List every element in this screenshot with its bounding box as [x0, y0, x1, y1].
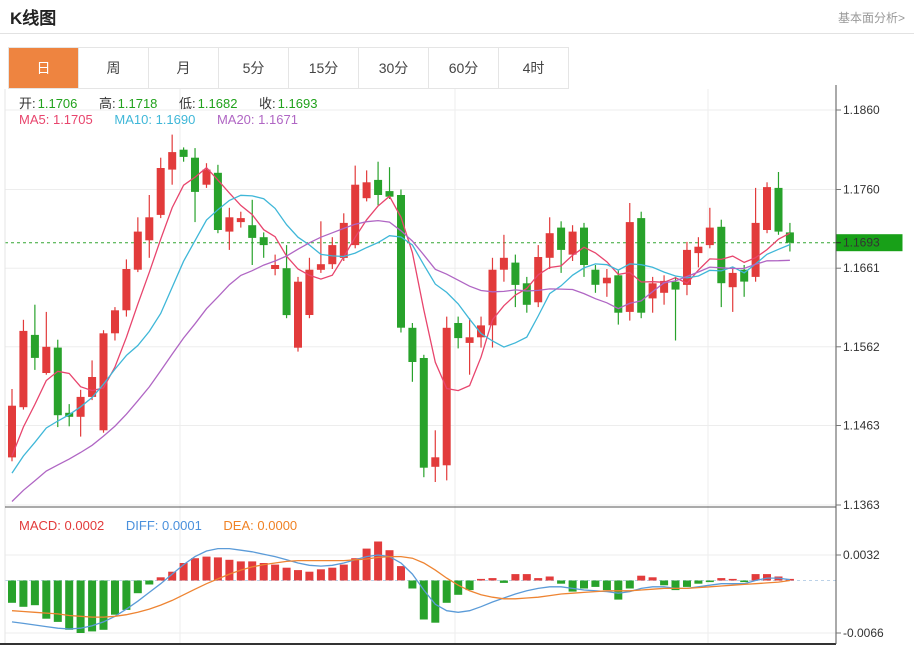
ma5-legend: MA5: 1.1705 — [19, 112, 93, 127]
current-price-badge: 1.1693 — [836, 234, 903, 252]
fundamental-analysis-link[interactable]: 基本面分析> — [837, 11, 905, 25]
tab-30min[interactable]: 30分 — [358, 48, 428, 88]
diff-value: DIFF: 0.0001 — [125, 518, 202, 533]
macd-axis-labels: 0.0032 -0.0066 — [836, 548, 884, 640]
dea-line — [11, 555, 790, 618]
price-axis-labels: 1.1860 1.1760 1.1661 1.1562 1.1463 1.1363 — [836, 103, 880, 512]
diff-line — [11, 547, 790, 630]
grid-layer — [5, 89, 836, 644]
tab-60min[interactable]: 60分 — [428, 48, 498, 88]
ma10-line — [11, 194, 791, 474]
svg-text:1.1661: 1.1661 — [843, 261, 880, 275]
macd-histogram — [8, 541, 794, 633]
svg-text:1.1562: 1.1562 — [843, 340, 880, 354]
tab-week[interactable]: 周 — [78, 48, 148, 88]
ohlc-low: 低: 1.1682 — [179, 96, 238, 111]
kline-chart[interactable]: 1.1860 1.1760 1.1661 1.1562 1.1463 1.1363 1.16… — [0, 85, 914, 647]
ohlc-legend: 开: 1.1706 高: 1.1718 低: 1.1682 收: 1.1693 — [19, 93, 335, 112]
tab-day[interactable]: 日 — [9, 48, 78, 88]
timeframe-tabs: 日 周 月 5分 15分 30分 60分 4时 — [8, 47, 569, 89]
svg-text:1.1463: 1.1463 — [843, 419, 880, 433]
svg-text:1.1860: 1.1860 — [843, 103, 880, 117]
ma10-legend: MA10: 1.1690 — [114, 112, 196, 127]
tab-15min[interactable]: 15分 — [288, 48, 358, 88]
page-title: K线图 — [10, 9, 57, 28]
ohlc-high: 高: 1.1718 — [99, 96, 158, 111]
svg-text:1.1693: 1.1693 — [843, 236, 880, 250]
svg-text:1.1363: 1.1363 — [843, 498, 880, 512]
ma20-legend: MA20: 1.1671 — [216, 112, 298, 127]
candles-layer — [8, 134, 794, 482]
svg-text:-0.0066: -0.0066 — [843, 626, 884, 640]
macd-legend: MACD: 0.0002 DIFF: 0.0001 DEA: 0.0000 — [19, 518, 315, 533]
tab-4hour[interactable]: 4时 — [498, 48, 568, 88]
svg-text:0.0032: 0.0032 — [843, 548, 880, 562]
ohlc-close: 收: 1.1693 — [259, 96, 318, 111]
svg-text:1.1760: 1.1760 — [843, 183, 880, 197]
macd-value: MACD: 0.0002 — [19, 518, 105, 533]
header-divider — [0, 33, 914, 34]
dea-value: DEA: 0.0000 — [223, 518, 298, 533]
ma-legend: MA5: 1.1705 MA10: 1.1690 MA20: 1.1671 — [19, 112, 316, 127]
tab-5min[interactable]: 5分 — [218, 48, 288, 88]
axis-frame — [0, 85, 837, 645]
tab-month[interactable]: 月 — [148, 48, 218, 88]
ohlc-open: 开: 1.1706 — [19, 96, 78, 111]
ma5-line — [11, 166, 791, 457]
ma20-line — [11, 219, 790, 502]
